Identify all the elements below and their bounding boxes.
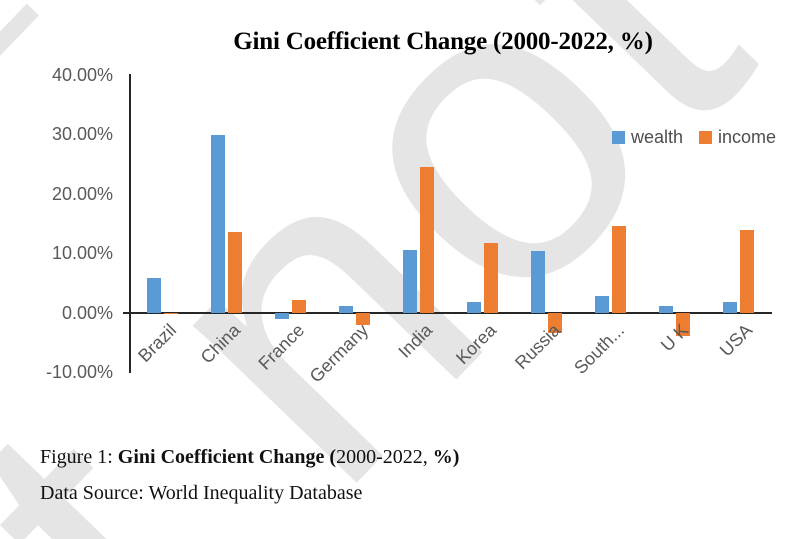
bar-income-Korea [484,243,498,313]
bar-wealth-Brazil [147,278,161,313]
caption-title-bold: Gini Coefficient Change ( [117,446,337,468]
y-tick-label: 10.00% [51,243,113,263]
bar-income-Brazil [164,313,178,314]
caption-prefix: Figure 1: [40,446,118,468]
data-source-line: Data Source: World Inequality Database [40,482,363,504]
bar-wealth-Russia [531,251,545,313]
y-tick-label: 0.00% [61,303,113,323]
bar-income-Russia [548,313,562,333]
bar-wealth-South [595,296,609,313]
bar-income-Germany [356,313,370,325]
x-axis-line [123,312,772,314]
chart-legend: wealth income [612,127,776,148]
legend-item-wealth: wealth [612,127,683,148]
caption-percent-bold: %) [432,446,460,468]
y-axis-line [129,74,131,373]
bar-wealth-India [403,250,417,313]
legend-label: wealth [631,127,684,147]
bar-wealth-China [211,135,225,313]
legend-label: income [718,127,777,147]
y-tick-label: 30.00% [51,124,113,144]
bar-wealth-Germany [339,306,353,313]
caption-year: 2000-2022, [336,446,433,468]
bar-income-UK [676,313,690,336]
bar-wealth-Korea [467,302,481,313]
legend-item-income: income [699,127,776,148]
y-tick-label: -10.00% [45,362,113,382]
y-tick-label: 40.00% [51,65,113,85]
y-tick-label: 20.00% [51,184,113,204]
bar-wealth-UK [659,306,673,313]
bar-income-India [420,167,434,313]
chart-title: Gini Coefficient Change (2000-2022, %) [233,28,653,55]
bar-income-France [292,300,306,313]
bar-income-South [612,226,626,313]
legend-swatch-icon [699,131,713,144]
bar-wealth-France [275,313,289,319]
figure-caption: Figure 1: Gini Coefficient Change (2000-… [40,446,459,469]
legend-swatch-icon [612,131,625,144]
bar-income-USA [740,230,754,313]
bar-wealth-USA [723,302,737,313]
bar-income-China [228,232,242,313]
